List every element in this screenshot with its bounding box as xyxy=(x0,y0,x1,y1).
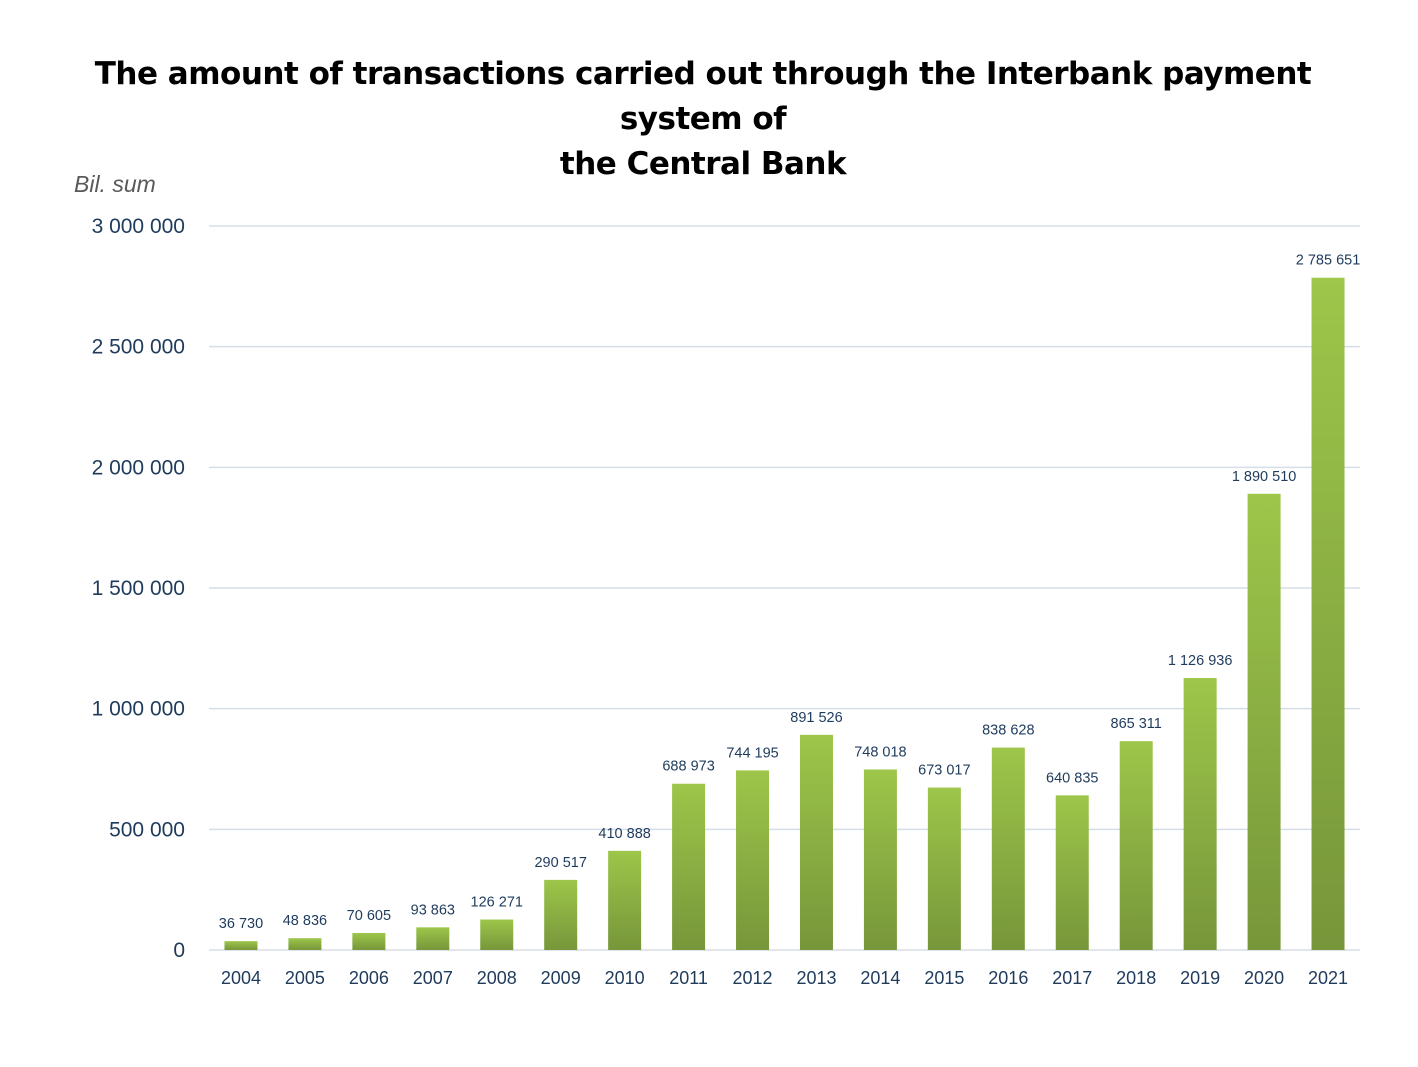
x-tick-label: 2004 xyxy=(221,968,261,988)
bar-2012 xyxy=(736,770,770,950)
x-tick-label: 2015 xyxy=(924,968,964,988)
bar-2017 xyxy=(1055,795,1089,950)
bars xyxy=(224,277,1345,950)
x-tick-label: 2012 xyxy=(733,968,773,988)
data-label-2018: 865 311 xyxy=(1111,716,1162,732)
bar-2009 xyxy=(544,879,578,950)
bar-2019 xyxy=(1183,678,1217,950)
x-tick-label: 2007 xyxy=(413,968,453,988)
bar-2008 xyxy=(480,919,514,950)
bar-2010 xyxy=(608,850,642,950)
bar-2014 xyxy=(863,769,897,950)
bar-2013 xyxy=(799,734,833,950)
data-label-2006: 70 605 xyxy=(347,908,391,924)
x-tick-label: 2011 xyxy=(669,968,708,988)
y-tick-label: 2 000 000 xyxy=(92,456,185,479)
data-label-2011: 688 973 xyxy=(662,759,714,775)
data-labels: 36 730 48 836 70 605 93 863 126 271 290 517 41… xyxy=(219,253,1360,932)
x-tick-label: 2020 xyxy=(1244,968,1284,988)
x-tick-label: 2014 xyxy=(860,968,900,988)
y-axis: 0 500 000 1 000 000 1 500 000 2 000 000 2 500… xyxy=(92,215,185,962)
data-label-2017: 640 835 xyxy=(1046,770,1098,786)
bar-2011 xyxy=(672,783,706,950)
y-tick-label: 1 000 000 xyxy=(92,698,185,721)
x-tick-label: 2019 xyxy=(1180,968,1220,988)
bar-2007 xyxy=(416,927,450,950)
y-tick-label: 2 500 000 xyxy=(92,336,185,359)
bar-2004 xyxy=(224,941,258,950)
data-label-2005: 48 836 xyxy=(283,913,327,929)
bar-2006 xyxy=(352,932,386,950)
data-label-2007: 93 863 xyxy=(411,902,455,918)
data-label-2004: 36 730 xyxy=(219,916,263,932)
y-tick-label: 500 000 xyxy=(109,818,185,841)
x-tick-label: 2005 xyxy=(285,968,325,988)
chart-title: The amount of transactions carried out t… xyxy=(94,56,1312,182)
bar-2015 xyxy=(927,787,961,950)
data-label-2019: 1 126 936 xyxy=(1168,653,1233,669)
bar-2021 xyxy=(1311,277,1345,950)
x-tick-label: 2013 xyxy=(796,968,836,988)
data-label-2010: 410 888 xyxy=(598,826,650,842)
y-tick-label: 1 500 000 xyxy=(92,577,185,600)
x-tick-label: 2006 xyxy=(349,968,389,988)
y-tick-label: 0 xyxy=(173,939,185,962)
bar-2005 xyxy=(288,938,322,950)
data-label-2014: 748 018 xyxy=(854,744,906,760)
bar-2020 xyxy=(1247,493,1281,950)
x-tick-label: 2017 xyxy=(1052,968,1092,988)
x-tick-label: 2010 xyxy=(605,968,645,988)
y-tick-label: 3 000 000 xyxy=(92,215,185,238)
y-axis-label: Bil. sum xyxy=(74,171,156,197)
bar-2018 xyxy=(1119,741,1153,950)
x-tick-label: 2021 xyxy=(1308,968,1348,988)
data-label-2021: 2 785 651 xyxy=(1296,253,1361,269)
bar-2016 xyxy=(991,747,1025,950)
x-tick-label: 2009 xyxy=(541,968,581,988)
x-axis: 2004 2005 2006 2007 2008 2009 2010 2011 2012 2013… xyxy=(221,968,1348,988)
data-label-2015: 673 017 xyxy=(918,763,970,779)
data-label-2008: 126 271 xyxy=(471,895,523,911)
gridlines xyxy=(209,225,1360,951)
data-label-2012: 744 195 xyxy=(726,745,778,761)
x-tick-label: 2008 xyxy=(477,968,517,988)
data-label-2009: 290 517 xyxy=(534,855,586,871)
x-tick-label: 2018 xyxy=(1116,968,1156,988)
data-label-2013: 891 526 xyxy=(790,710,842,726)
data-label-2016: 838 628 xyxy=(982,723,1034,739)
x-tick-label: 2016 xyxy=(988,968,1028,988)
data-label-2020: 1 890 510 xyxy=(1232,469,1297,485)
